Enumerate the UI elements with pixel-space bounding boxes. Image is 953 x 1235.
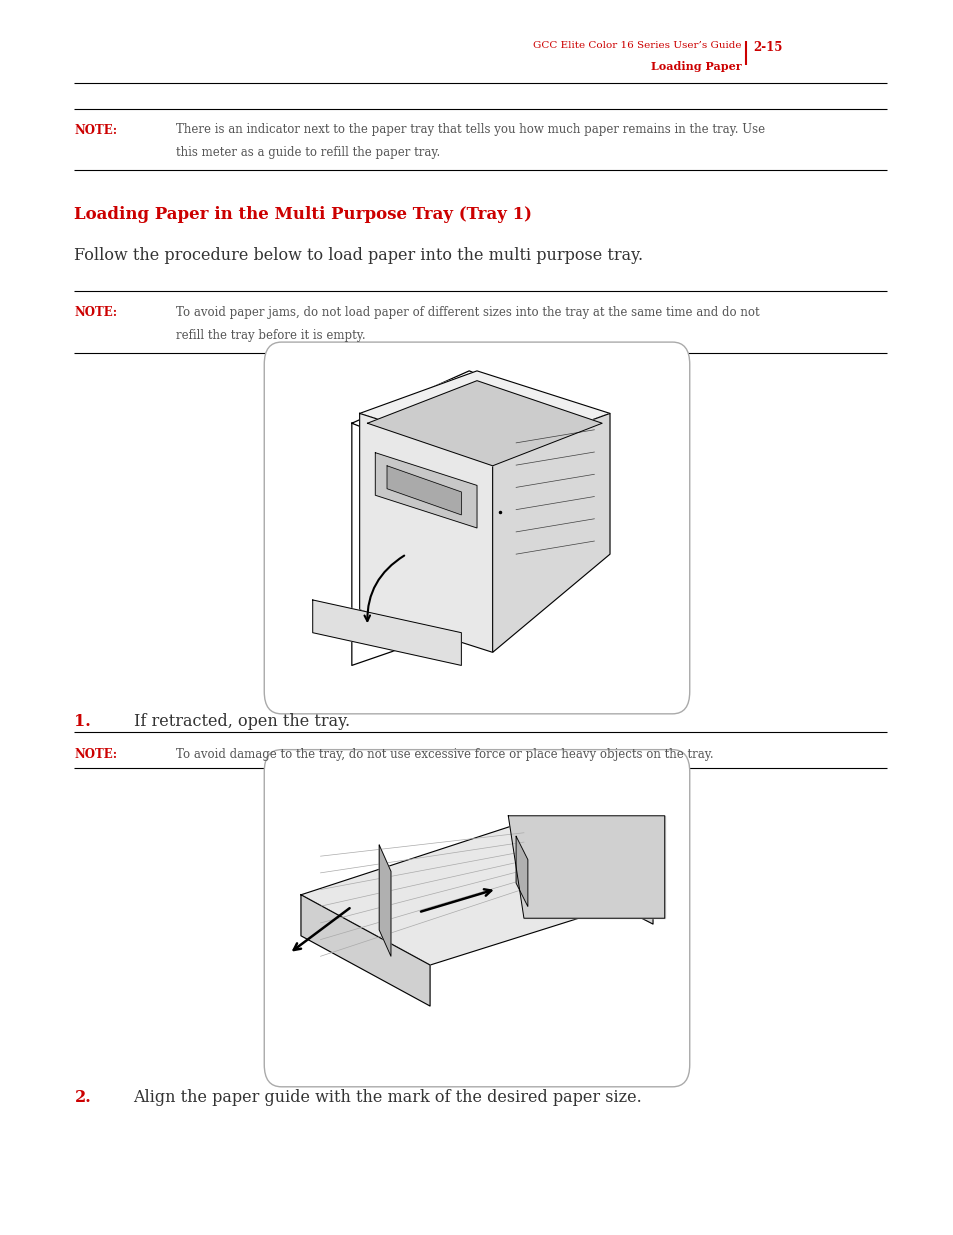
- Polygon shape: [301, 895, 430, 1007]
- Text: Align the paper guide with the mark of the desired paper size.: Align the paper guide with the mark of t…: [133, 1089, 641, 1107]
- Text: Loading Paper: Loading Paper: [650, 61, 740, 72]
- Polygon shape: [301, 825, 652, 965]
- Polygon shape: [313, 600, 461, 666]
- Polygon shape: [516, 825, 652, 924]
- Text: NOTE:: NOTE:: [74, 306, 117, 320]
- Text: this meter as a guide to refill the paper tray.: this meter as a guide to refill the pape…: [176, 146, 440, 159]
- Text: refill the tray before it is empty.: refill the tray before it is empty.: [176, 329, 366, 342]
- Text: 1.: 1.: [74, 713, 91, 730]
- Text: Follow the procedure below to load paper into the multi purpose tray.: Follow the procedure below to load paper…: [74, 247, 643, 264]
- Text: GCC Elite Color 16 Series User’s Guide: GCC Elite Color 16 Series User’s Guide: [532, 41, 740, 49]
- Polygon shape: [375, 453, 476, 529]
- Polygon shape: [516, 836, 527, 906]
- Polygon shape: [359, 414, 492, 652]
- Polygon shape: [387, 466, 461, 515]
- Text: Loading Paper in the Multi Purpose Tray (Tray 1): Loading Paper in the Multi Purpose Tray …: [74, 206, 532, 224]
- FancyBboxPatch shape: [264, 750, 689, 1087]
- Polygon shape: [378, 845, 391, 956]
- Text: NOTE:: NOTE:: [74, 124, 117, 137]
- Polygon shape: [508, 816, 664, 919]
- Polygon shape: [359, 370, 609, 456]
- Text: NOTE:: NOTE:: [74, 748, 117, 762]
- Polygon shape: [367, 380, 601, 466]
- Text: To avoid paper jams, do not load paper of different sizes into the tray at the s: To avoid paper jams, do not load paper o…: [176, 306, 760, 320]
- Polygon shape: [492, 414, 609, 652]
- Text: If retracted, open the tray.: If retracted, open the tray.: [133, 713, 350, 730]
- Text: 2.: 2.: [74, 1089, 91, 1107]
- Text: To avoid damage to the tray, do not use excessive force or place heavy objects o: To avoid damage to the tray, do not use …: [176, 748, 714, 762]
- Text: 2-15: 2-15: [753, 41, 782, 54]
- FancyBboxPatch shape: [264, 342, 689, 714]
- Text: There is an indicator next to the paper tray that tells you how much paper remai: There is an indicator next to the paper …: [176, 124, 765, 137]
